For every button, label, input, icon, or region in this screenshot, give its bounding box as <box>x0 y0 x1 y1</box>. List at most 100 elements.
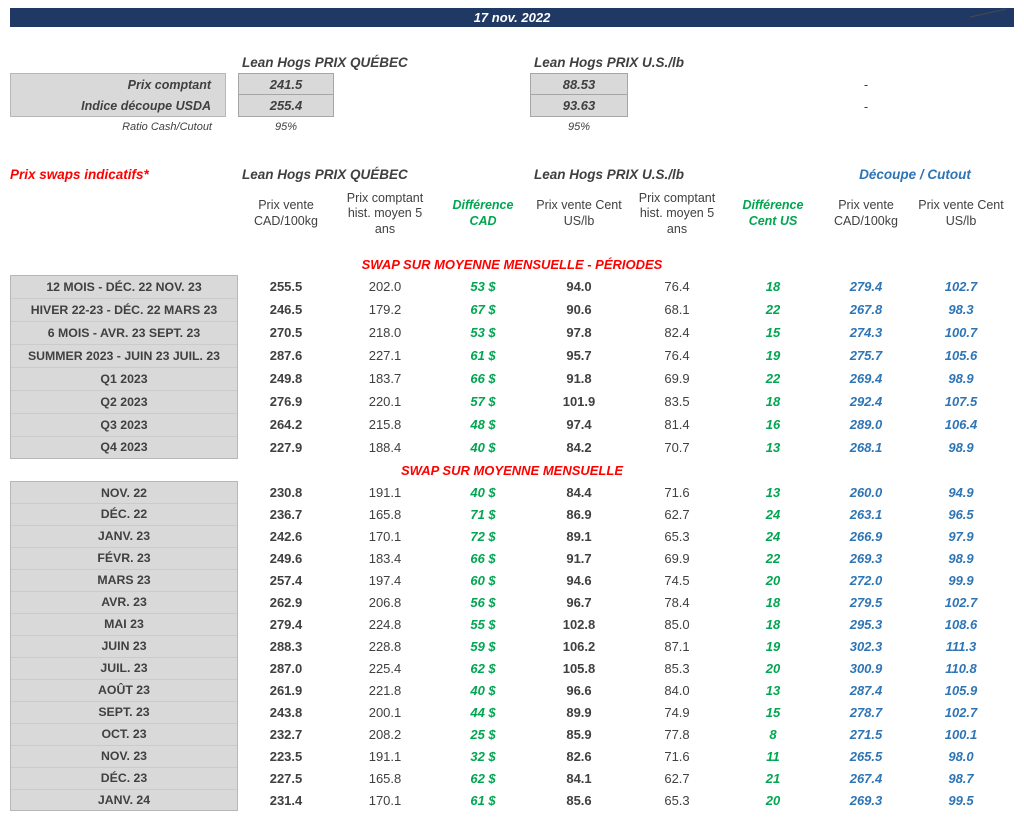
cell-cutout-cad: 263.1 <box>849 506 883 522</box>
cell-hist-cad: 218.0 <box>368 325 402 340</box>
cell-cutout-us: 98.3 <box>948 302 974 317</box>
cell-cutout-us: 108.6 <box>944 616 978 632</box>
cell-hist-us: 77.8 <box>664 726 690 742</box>
table-row: OCT. 23 232.7 208.2 25 $ 85.9 77.8 8 271… <box>10 723 1014 745</box>
cell-prix-vente-us: 91.8 <box>566 371 592 386</box>
cell-cutout-us: 111.3 <box>945 638 977 654</box>
cell-difference-us: 24 <box>765 506 781 522</box>
cell-difference-us: 13 <box>765 440 781 455</box>
spot-note: - <box>863 76 869 92</box>
date-bar: 17 nov. 2022 <box>10 8 1014 27</box>
cell-hist-cad: 165.8 <box>368 506 402 522</box>
cell-prix-vente-cad: 257.4 <box>269 572 303 588</box>
cell-difference-us: 18 <box>765 594 781 610</box>
row-label: DÉC. 23 <box>10 767 238 789</box>
column-header-spacer <box>10 189 238 239</box>
cell-hist-cad: 202.0 <box>368 279 402 294</box>
cell-difference-us: 20 <box>765 660 781 676</box>
table-row: JANV. 24 231.4 170.1 61 $ 85.6 65.3 20 2… <box>10 789 1014 811</box>
cell-cutout-cad: 302.3 <box>849 638 883 654</box>
cell-cutout-cad: 269.3 <box>849 550 883 566</box>
row-label: SEPT. 23 <box>10 701 238 723</box>
cell-hist-us: 78.4 <box>664 594 690 610</box>
cell-difference-cad: 48 $ <box>470 417 496 432</box>
cell-prix-vente-cad: 261.9 <box>269 682 303 698</box>
cell-hist-cad: 179.2 <box>368 302 402 317</box>
cell-cutout-cad: 269.3 <box>849 792 883 808</box>
cell-hist-cad: 225.4 <box>368 660 402 676</box>
cell-prix-vente-us: 101.9 <box>562 394 596 409</box>
table-row: JANV. 23 242.6 170.1 72 $ 89.1 65.3 24 2… <box>10 525 1014 547</box>
cell-difference-us: 24 <box>765 528 781 544</box>
cell-difference-us: 20 <box>765 572 781 588</box>
row-label: DÉC. 22 <box>10 503 238 525</box>
cell-difference-cad: 53 $ <box>470 325 496 340</box>
row-label: NOV. 23 <box>10 745 238 767</box>
spot-row-prix-comptant: Prix comptant 241.5 88.53 - <box>10 73 1014 95</box>
cell-hist-cad: 188.4 <box>368 440 402 455</box>
price-sheet: 17 nov. 2022 Lean Hogs PRIX QUÉBEC Lean … <box>0 8 1024 811</box>
cell-cutout-us: 107.5 <box>944 394 978 409</box>
cell-hist-us: 62.7 <box>664 770 690 786</box>
cell-prix-vente-us: 85.9 <box>566 726 592 742</box>
cell-difference-cad: 60 $ <box>470 572 496 588</box>
cell-prix-vente-cad: 249.8 <box>269 371 303 386</box>
cell-difference-cad: 40 $ <box>470 440 496 455</box>
row-label: JUIN 23 <box>10 635 238 657</box>
table-row: NOV. 23 223.5 191.1 32 $ 82.6 71.6 11 26… <box>10 745 1014 767</box>
cell-difference-us: 8 <box>769 726 777 742</box>
row-label: SUMMER 2023 - JUIN 23 JUIL. 23 <box>10 344 238 367</box>
cell-difference-cad: 44 $ <box>470 704 496 720</box>
cell-difference-us: 13 <box>765 484 781 500</box>
cell-prix-vente-cad: 232.7 <box>269 726 303 742</box>
table-row: JUIL. 23 287.0 225.4 62 $ 105.8 85.3 20 … <box>10 657 1014 679</box>
cell-prix-vente-us: 95.7 <box>566 348 592 363</box>
cell-cutout-cad: 267.4 <box>849 770 883 786</box>
cell-hist-cad: 183.7 <box>368 371 402 386</box>
spot-header-row: Lean Hogs PRIX QUÉBEC Lean Hogs PRIX U.S… <box>10 51 1014 73</box>
row-label: JANV. 23 <box>10 525 238 547</box>
spot-header-quebec: Lean Hogs PRIX QUÉBEC <box>242 54 408 70</box>
row-label: AOÛT 23 <box>10 679 238 701</box>
cell-hist-cad: 183.4 <box>368 550 402 566</box>
cell-hist-us: 68.1 <box>664 302 690 317</box>
table-row: AOÛT 23 261.9 221.8 40 $ 96.6 84.0 13 28… <box>10 679 1014 701</box>
table-row: MAI 23 279.4 224.8 55 $ 102.8 85.0 18 29… <box>10 613 1014 635</box>
cell-cutout-us: 94.9 <box>948 484 974 500</box>
row-label: Q3 2023 <box>10 413 238 436</box>
cell-hist-us: 82.4 <box>664 325 690 340</box>
table-row: SEPT. 23 243.8 200.1 44 $ 89.9 74.9 15 2… <box>10 701 1014 723</box>
group-header-cutout: Découpe / Cutout <box>859 166 971 182</box>
table-row: 12 MOIS - DÉC. 22 NOV. 23 255.5 202.0 53… <box>10 275 1014 298</box>
row-label: NOV. 22 <box>10 481 238 503</box>
column-header-cutout-cad: Prix vente CAD/100kg <box>834 198 898 228</box>
cell-cutout-cad: 274.3 <box>849 325 883 340</box>
table-row: AVR. 23 262.9 206.8 56 $ 96.7 78.4 18 27… <box>10 591 1014 613</box>
row-label: OCT. 23 <box>10 723 238 745</box>
swaps-title: Prix swaps indicatifs* <box>10 166 149 182</box>
table-row: DÉC. 22 236.7 165.8 71 $ 86.9 62.7 24 26… <box>10 503 1014 525</box>
spot-value-us: 93.63 <box>530 95 628 117</box>
row-label: Q2 2023 <box>10 390 238 413</box>
column-header-hist-us: Prix comptant hist. moyen 5 ans <box>638 190 716 236</box>
row-label: FÉVR. 23 <box>10 547 238 569</box>
cell-hist-cad: 170.1 <box>368 792 402 808</box>
cell-cutout-cad: 271.5 <box>849 726 883 742</box>
cell-difference-cad: 71 $ <box>470 506 496 522</box>
cell-difference-cad: 62 $ <box>470 770 496 786</box>
cell-cutout-us: 96.5 <box>948 506 974 522</box>
cell-hist-us: 65.3 <box>664 792 690 808</box>
cell-cutout-cad: 279.4 <box>849 279 883 294</box>
cell-prix-vente-cad: 227.5 <box>269 770 303 786</box>
cell-hist-us: 84.0 <box>664 682 690 698</box>
cell-hist-us: 71.6 <box>664 748 690 764</box>
cell-hist-us: 76.4 <box>664 279 690 294</box>
row-label: HIVER 22-23 - DÉC. 22 MARS 23 <box>10 298 238 321</box>
cell-difference-us: 11 <box>766 748 780 764</box>
row-label: 6 MOIS - AVR. 23 SEPT. 23 <box>10 321 238 344</box>
cell-cutout-cad: 289.0 <box>849 417 883 432</box>
column-header-prix-vente-us: Prix vente Cent US/lb <box>536 198 622 228</box>
cell-hist-cad: 215.8 <box>368 417 402 432</box>
cell-hist-us: 76.4 <box>664 348 690 363</box>
cell-cutout-cad: 278.7 <box>849 704 883 720</box>
